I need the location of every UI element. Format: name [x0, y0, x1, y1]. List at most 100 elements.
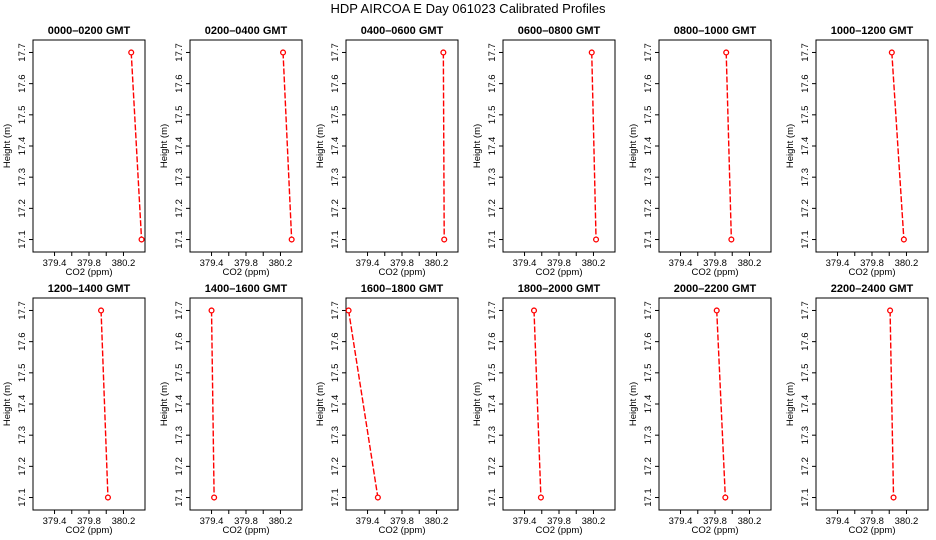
- panel-8: 1400–1600 GMT 379.4 379.8 380.2 17.1 17.2 17.3…: [159, 283, 303, 536]
- y-tick-label: 17.6: [643, 332, 654, 351]
- y-tick-label: 17.7: [800, 43, 811, 62]
- y-axis-label: Height (m): [472, 382, 483, 426]
- panel-title: 0000–0200 GMT: [48, 25, 131, 37]
- y-tick-label: 17.7: [487, 43, 498, 62]
- data-point: [374, 494, 381, 501]
- panel-grid: 0000–0200 GMT 379.4 379.8 380.2 17.1 17.2 17.3…: [2, 25, 929, 536]
- y-axis-label: Height (m): [159, 124, 170, 168]
- y-tick-label: 17.7: [643, 301, 654, 320]
- y-tick-label: 17.6: [487, 332, 498, 351]
- panel-title: 0200–0400 GMT: [205, 25, 288, 37]
- y-tick-label: 17.3: [487, 426, 498, 445]
- panel-2: 0200–0400 GMT 379.4 379.8 380.2 17.1 17.2 17.3…: [159, 25, 303, 278]
- y-tick-label: 17.7: [174, 301, 185, 320]
- y-tick-label: 17.4: [487, 137, 498, 156]
- data-point: [345, 307, 352, 314]
- plot-frame: [502, 39, 616, 253]
- y-tick-label: 17.3: [487, 168, 498, 187]
- data-point: [888, 49, 895, 56]
- plot-frame: [32, 297, 146, 511]
- data-point: [440, 49, 447, 56]
- panel-title: 1400–1600 GMT: [205, 283, 288, 295]
- x-tick-label: 380.2: [425, 258, 449, 269]
- x-tick-label: 379.8: [390, 516, 414, 527]
- panel-title: 1200–1400 GMT: [48, 283, 131, 295]
- x-tick-label: 380.2: [895, 516, 919, 527]
- x-tick-label: 379.8: [234, 516, 258, 527]
- y-tick-label: 17.2: [800, 199, 811, 218]
- y-tick-label: 17.7: [174, 43, 185, 62]
- y-axis-label: Height (m): [785, 382, 796, 426]
- y-tick-label: 17.5: [487, 364, 498, 383]
- y-tick-label: 17.5: [17, 106, 28, 125]
- profile-line: [282, 52, 293, 240]
- data-point: [887, 307, 894, 314]
- y-tick-label: 17.7: [17, 301, 28, 320]
- y-axis-label: Height (m): [2, 382, 13, 426]
- panel-1: 0000–0200 GMT 379.4 379.8 380.2 17.1 17.2 17.3…: [2, 25, 146, 278]
- panel-title: 2200–2400 GMT: [831, 283, 914, 295]
- profile-line: [725, 52, 733, 240]
- y-tick-label: 17.4: [174, 137, 185, 156]
- x-tick-label: 379.4: [356, 258, 380, 269]
- y-tick-label: 17.1: [487, 488, 498, 507]
- y-tick-label: 17.4: [17, 137, 28, 156]
- x-tick-label: 380.2: [269, 258, 293, 269]
- y-tick-label: 17.5: [17, 364, 28, 383]
- y-tick-label: 17.2: [174, 457, 185, 476]
- y-axis-label: Height (m): [628, 382, 639, 426]
- panel-title: 1600–1800 GMT: [361, 283, 444, 295]
- y-tick-label: 17.1: [174, 230, 185, 249]
- y-tick-label: 17.2: [487, 457, 498, 476]
- x-tick-label: 380.2: [895, 258, 919, 269]
- x-axis-label: CO2 (ppm): [66, 267, 113, 278]
- panel-11: 2000–2200 GMT 379.4 379.8 380.2 17.1 17.2 17.3…: [628, 283, 772, 536]
- x-tick-label: 379.8: [703, 258, 727, 269]
- y-tick-label: 17.6: [330, 332, 341, 351]
- y-tick-label: 17.7: [643, 43, 654, 62]
- x-tick-label: 380.2: [425, 516, 449, 527]
- panel-title: 1800–2000 GMT: [518, 283, 601, 295]
- x-tick-label: 379.4: [513, 516, 537, 527]
- y-tick-label: 17.5: [174, 106, 185, 125]
- panel-7: 1200–1400 GMT 379.4 379.8 380.2 17.1 17.2 17.3…: [2, 283, 146, 536]
- profile-line: [889, 310, 895, 498]
- y-tick-label: 17.2: [643, 199, 654, 218]
- panel-title: 0800–1000 GMT: [674, 25, 757, 37]
- x-tick-label: 380.2: [738, 516, 762, 527]
- y-tick-label: 17.6: [800, 74, 811, 93]
- x-axis-label: CO2 (ppm): [692, 525, 739, 536]
- panel-3: 0400–0600 GMT 379.4 379.8 380.2 17.1 17.2 17.3…: [315, 25, 459, 278]
- x-tick-label: 379.8: [77, 516, 101, 527]
- profile-line: [442, 52, 445, 240]
- y-tick-label: 17.1: [800, 230, 811, 249]
- data-point: [208, 307, 215, 314]
- x-tick-label: 379.8: [860, 258, 884, 269]
- y-tick-label: 17.5: [643, 364, 654, 383]
- y-tick-label: 17.5: [643, 106, 654, 125]
- x-tick-label: 379.8: [77, 258, 101, 269]
- y-tick-label: 17.2: [17, 457, 28, 476]
- x-tick-label: 380.2: [269, 516, 293, 527]
- y-axis-label: Height (m): [2, 124, 13, 168]
- x-tick-label: 379.4: [669, 516, 693, 527]
- data-point: [537, 494, 544, 501]
- x-tick-label: 379.8: [703, 516, 727, 527]
- data-point: [588, 49, 595, 56]
- data-point: [211, 494, 218, 501]
- y-tick-label: 17.4: [174, 395, 185, 414]
- plot-frame: [815, 297, 929, 511]
- y-tick-label: 17.3: [17, 168, 28, 187]
- data-point: [900, 236, 907, 243]
- y-tick-label: 17.7: [330, 43, 341, 62]
- data-point: [279, 49, 287, 56]
- y-tick-label: 17.1: [17, 488, 28, 507]
- panel-title: 1000–1200 GMT: [831, 25, 914, 37]
- x-tick-label: 380.2: [582, 516, 606, 527]
- x-axis-label: CO2 (ppm): [223, 525, 270, 536]
- y-tick-label: 17.2: [643, 457, 654, 476]
- x-tick-label: 379.4: [43, 258, 67, 269]
- y-tick-label: 17.1: [800, 488, 811, 507]
- y-tick-label: 17.3: [643, 168, 654, 187]
- y-tick-label: 17.3: [330, 168, 341, 187]
